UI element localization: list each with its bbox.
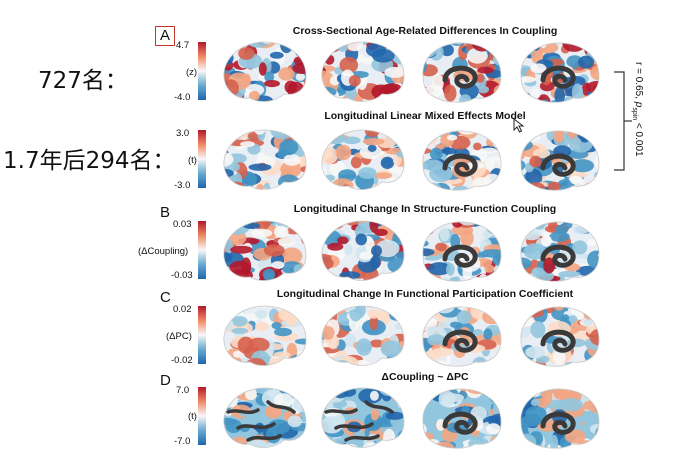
panel-d-title: ΔCoupling ~ ΔPC (381, 371, 469, 383)
brain-map-row2-view4 (520, 130, 600, 191)
panel-a2-title: Longitudinal Linear Mixed Effects Model (324, 110, 526, 122)
brain-map-row1-view3 (422, 42, 502, 103)
mouse-pointer-icon (513, 118, 525, 133)
colorbar-a-min: -4.0 (174, 92, 191, 103)
correlation-bracket (614, 71, 632, 171)
colorbar-a (198, 42, 206, 100)
brain-map-row4-view1 (223, 305, 307, 366)
colorbar-a2 (198, 130, 206, 188)
brain-map-row5-view2 (321, 387, 405, 448)
colorbar-d (198, 387, 206, 445)
colorbar-d-unit: (t) (188, 411, 197, 422)
correlation-statistic: r = 0.65, pspin < 0.001 (631, 62, 644, 157)
colorbar-a2-unit: (t) (188, 155, 197, 166)
panel-letter-c: C (160, 289, 171, 306)
colorbar-c (198, 306, 206, 364)
colorbar-a2-min: -3.0 (174, 180, 191, 191)
brain-map-row4-view2 (321, 305, 405, 366)
baseline-count-annotation: 727名： (38, 68, 128, 94)
panel-a-title: Cross-Sectional Age-Related Differences … (292, 25, 558, 37)
panel-b-title: Longitudinal Change In Structure-Functio… (293, 203, 557, 215)
colorbar-d-min: -7.0 (174, 436, 191, 447)
colorbar-c-min: -0.02 (171, 355, 193, 366)
colorbar-c-unit: (ΔPC) (166, 331, 192, 342)
colorbar-d-max: 7.0 (176, 385, 190, 396)
brain-map-row4-view4 (520, 306, 600, 367)
brain-map-row1-view4 (520, 42, 600, 103)
colorbar-b (198, 221, 206, 279)
colorbar-b-max: 0.03 (173, 219, 192, 230)
brain-map-row2-view2 (321, 129, 405, 190)
brain-map-row2-view3 (422, 130, 502, 191)
brain-map-row5-view4 (520, 388, 600, 449)
colorbar-b-unit: (ΔCoupling) (138, 246, 189, 257)
brain-map-row3-view3 (422, 221, 502, 282)
followup-count-annotation: 1.7年后294名： (3, 148, 176, 174)
colorbar-a-max: 4.7 (176, 40, 190, 51)
colorbar-a2-max: 3.0 (176, 128, 190, 139)
brain-map-row1-view2 (321, 41, 405, 102)
colorbar-b-min: -0.03 (171, 270, 193, 281)
colorbar-c-max: 0.02 (173, 304, 192, 315)
panel-letter-d: D (160, 372, 171, 389)
brain-map-row3-view1 (223, 220, 307, 281)
colorbar-a-unit: (z) (186, 67, 198, 78)
panel-letter-a: A (155, 26, 176, 46)
brain-map-row2-view1 (223, 129, 307, 190)
panel-letter-b: B (160, 204, 171, 221)
brain-map-row3-view4 (520, 221, 600, 282)
brain-map-row5-view1 (223, 387, 307, 448)
brain-map-row1-view1 (223, 41, 307, 102)
brain-map-row4-view3 (422, 306, 502, 367)
panel-c-title: Longitudinal Change In Functional Partic… (276, 288, 574, 300)
brain-map-row3-view2 (321, 220, 405, 281)
brain-map-row5-view3 (422, 388, 502, 449)
